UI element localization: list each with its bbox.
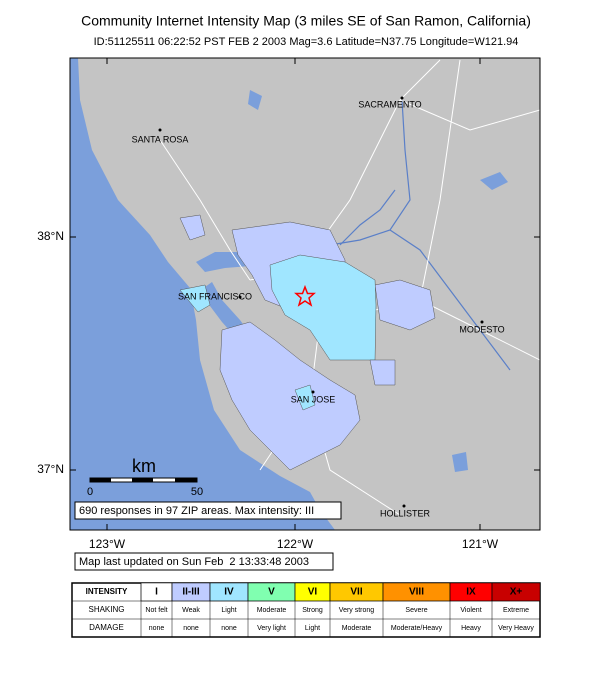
legend-cell: Moderate bbox=[342, 625, 372, 632]
legend: INTENSITY SHAKING DAMAGE I Not felt none II-II… bbox=[71, 582, 541, 638]
city-label: SACRAMENTO bbox=[358, 99, 421, 109]
cities bbox=[158, 96, 484, 508]
legend-row-header: DAMAGE bbox=[89, 623, 124, 632]
scale-unit: km bbox=[132, 456, 156, 476]
legend-cell: Very light bbox=[257, 625, 286, 632]
legend-cell: Extreme bbox=[503, 607, 529, 614]
map: SACRAMENTO SANTA ROSA SAN FRANCISCO MODE… bbox=[37, 57, 541, 551]
subtitle: ID:51125511 06:22:52 PST FEB 2 2003 Mag=… bbox=[94, 36, 519, 48]
last-updated: Map last updated on Sun Feb 2 13:33:48 2… bbox=[79, 556, 309, 568]
legend-cell: IX bbox=[466, 587, 476, 598]
summary-box bbox=[74, 501, 342, 520]
intensity-areas bbox=[179, 214, 436, 471]
summary: 690 responses in 97 ZIP areas. Max inten… bbox=[79, 505, 314, 517]
city-label: SAN FRANCISCO bbox=[178, 291, 252, 301]
legend-cell: Light bbox=[305, 625, 320, 632]
legend-cell: I bbox=[155, 587, 158, 598]
legend-cell: none bbox=[221, 625, 237, 632]
city-label: HOLLISTER bbox=[380, 508, 431, 518]
scale-tick: 50 bbox=[191, 486, 203, 498]
city-label: SANTA ROSA bbox=[132, 134, 189, 144]
lon-label: 121°W bbox=[462, 537, 499, 551]
title: Community Internet Intensity Map (3 mile… bbox=[81, 13, 531, 29]
legend-cell: Not felt bbox=[145, 607, 167, 614]
ocean bbox=[70, 58, 335, 530]
lon-label: 123°W bbox=[89, 537, 126, 551]
epicenter bbox=[294, 284, 316, 307]
legend-cell: Moderate/Heavy bbox=[391, 625, 443, 632]
legend-row-header: SHAKING bbox=[88, 605, 124, 614]
legend-cell: Severe bbox=[405, 607, 427, 614]
legend-row-header: INTENSITY bbox=[86, 587, 128, 596]
legend-cell: Very Heavy bbox=[498, 625, 534, 632]
legend-cell: II-III bbox=[182, 587, 199, 598]
city-label: SAN JOSE bbox=[291, 394, 336, 404]
legend-cell: Strong bbox=[302, 607, 323, 614]
frame-ticks bbox=[70, 58, 540, 530]
legend-cell: none bbox=[149, 625, 165, 632]
lake bbox=[452, 452, 468, 472]
legend-cell: Weak bbox=[182, 607, 200, 614]
lake bbox=[248, 90, 262, 110]
city-label: MODESTO bbox=[459, 324, 504, 334]
legend-cell: Moderate bbox=[257, 607, 287, 614]
map-frame bbox=[69, 57, 541, 531]
legend-cell: VI bbox=[308, 587, 318, 598]
legend-cell: Violent bbox=[460, 607, 481, 614]
legend-cell: Heavy bbox=[461, 625, 481, 632]
legend-cell: VII bbox=[350, 587, 362, 598]
legend-cell: V bbox=[268, 587, 275, 598]
lat-label: 37°N bbox=[37, 462, 64, 476]
lat-label: 38°N bbox=[37, 229, 64, 243]
legend-cell: Very strong bbox=[339, 607, 375, 614]
update-box bbox=[74, 552, 334, 571]
legend-cell: none bbox=[183, 625, 199, 632]
legend-cell: X+ bbox=[510, 587, 523, 598]
legend-cell: IV bbox=[224, 587, 234, 598]
scale-bar: km 0 50 bbox=[87, 456, 203, 498]
lon-label: 122°W bbox=[277, 537, 314, 551]
legend-cell: VIII bbox=[409, 587, 424, 598]
legend-cell: Light bbox=[221, 607, 236, 614]
scale-tick: 0 bbox=[87, 486, 93, 498]
lake bbox=[480, 172, 508, 190]
